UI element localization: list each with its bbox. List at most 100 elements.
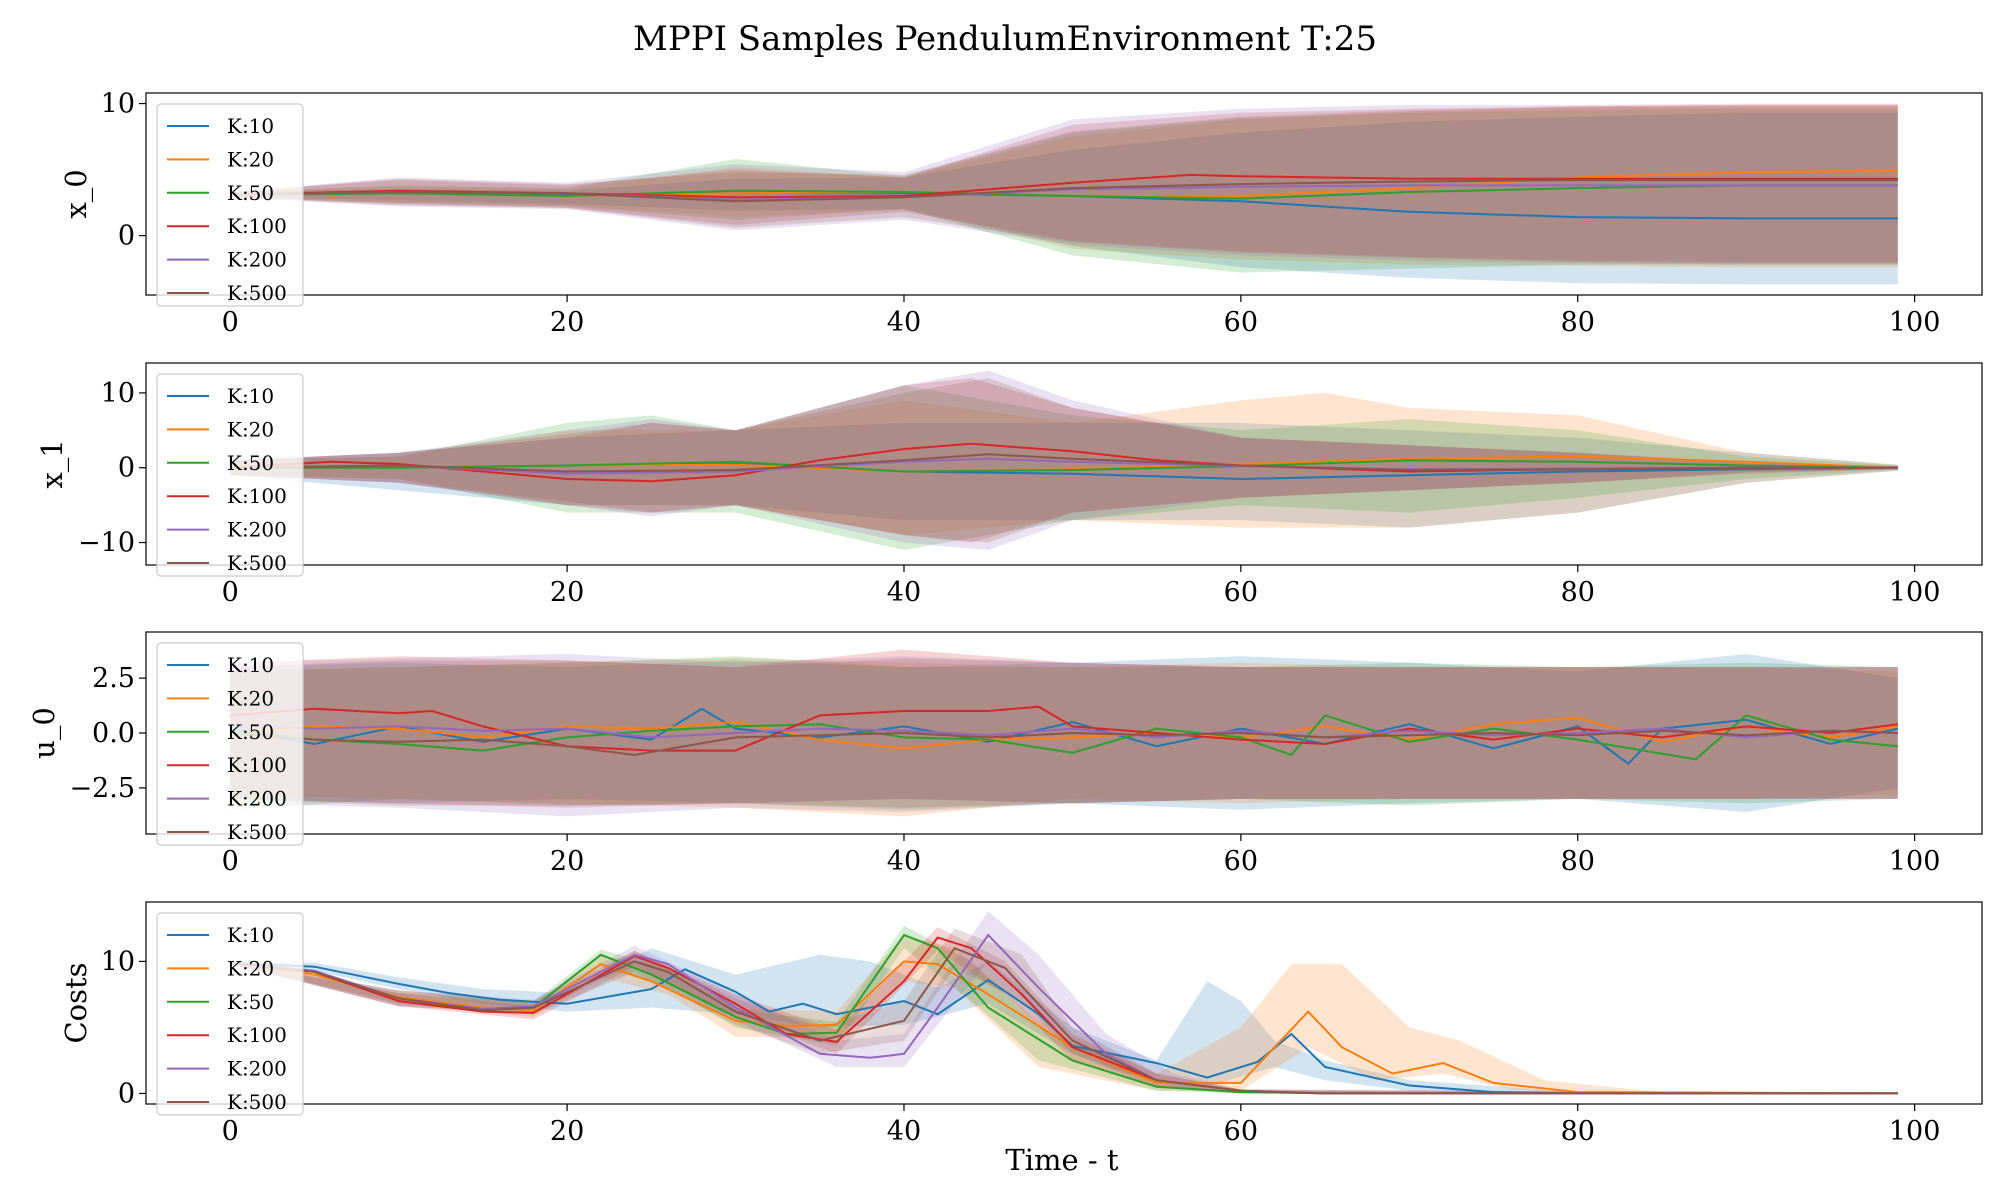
plot-area bbox=[230, 370, 1898, 550]
x-tick-label: 20 bbox=[550, 577, 584, 608]
x-tick-label: 40 bbox=[887, 846, 921, 877]
legend-label: K:10 bbox=[227, 114, 274, 138]
band-k-200 bbox=[230, 654, 1898, 817]
legend-label: K:50 bbox=[227, 990, 274, 1014]
legend-label: K:200 bbox=[227, 518, 287, 542]
legend-label: K:50 bbox=[227, 451, 274, 475]
legend-label: K:20 bbox=[227, 147, 274, 171]
x-tick-label: 0 bbox=[222, 846, 239, 877]
x-tick-label: 20 bbox=[550, 1116, 584, 1147]
legend-label: K:10 bbox=[227, 923, 274, 947]
legend-box bbox=[156, 373, 304, 577]
y-axis-label: x_0 bbox=[59, 169, 94, 218]
x-tick-label: 60 bbox=[1224, 307, 1258, 338]
x-tick-label: 40 bbox=[887, 577, 921, 608]
x-tick-label: 80 bbox=[1561, 846, 1595, 877]
subplot-Costs: 0 20 40 60 80 100 0 10 Costs K:10 K:20 K:50 K:100 K:2… bbox=[59, 901, 1983, 1147]
band-k-100 bbox=[230, 378, 1898, 543]
axes-frame bbox=[145, 901, 1983, 1105]
legend-label: K:100 bbox=[227, 214, 287, 238]
mean-line-k-10 bbox=[230, 961, 1898, 1095]
x-tick-label: 20 bbox=[550, 307, 584, 338]
x-tick-label: 20 bbox=[550, 846, 584, 877]
y-tick-label: 10 bbox=[101, 378, 135, 409]
legend: K:10 K:20 K:50 K:100 K:200 K:500 bbox=[156, 103, 304, 307]
y-axis-label: u_0 bbox=[27, 707, 62, 759]
subplots: 0 20 40 60 80 100010x_0K:10K:20K:50K:100K:200… bbox=[27, 89, 1983, 1147]
legend: K:10 K:20 K:50 K:100 K:200 K:500 bbox=[156, 642, 304, 846]
mean-line-k-500 bbox=[230, 179, 1898, 203]
band-k-100 bbox=[230, 927, 1898, 1094]
mean-line-k-200 bbox=[230, 723, 1898, 739]
x-tick-label: 0 bbox=[222, 1116, 239, 1147]
x-tick-label: 60 bbox=[1224, 577, 1258, 608]
x-tick-label: 100 bbox=[1889, 577, 1941, 608]
x-tick-label: 40 bbox=[887, 1116, 921, 1147]
band-k-20 bbox=[230, 104, 1898, 268]
y-tick-label: 10 bbox=[101, 946, 135, 977]
legend-box bbox=[156, 912, 304, 1116]
band-k-50 bbox=[230, 385, 1898, 550]
mean-line-k-10 bbox=[230, 707, 1899, 766]
legend-box bbox=[156, 642, 304, 846]
y-tick-label: 10 bbox=[101, 89, 135, 120]
legend-label: K:50 bbox=[227, 181, 274, 205]
mean-line-k-50 bbox=[230, 714, 1898, 761]
x-axis-label: Time - t bbox=[1005, 1143, 1119, 1177]
legend-box bbox=[156, 103, 304, 307]
y-tick-label: 2.5 bbox=[92, 663, 135, 694]
mean-line-k-50 bbox=[230, 459, 1898, 473]
y-tick-label: 0 bbox=[118, 453, 135, 484]
x-tick-label: 80 bbox=[1561, 577, 1595, 608]
legend-label: K:10 bbox=[227, 653, 274, 677]
plot-area bbox=[230, 649, 1899, 817]
band-k-50 bbox=[230, 925, 1898, 1094]
y-tick-label: 0 bbox=[118, 1078, 135, 1109]
x-tick-label: 0 bbox=[222, 577, 239, 608]
y-axis-label: x_1 bbox=[35, 439, 70, 488]
legend-label: K:500 bbox=[227, 1090, 287, 1114]
legend-label: K:500 bbox=[227, 551, 287, 575]
legend-label: K:200 bbox=[227, 787, 287, 811]
legend-label: K:20 bbox=[227, 686, 274, 710]
band-k-500 bbox=[230, 928, 1898, 1094]
legend-label: K:100 bbox=[227, 1023, 287, 1047]
mean-line-k-500 bbox=[230, 453, 1898, 473]
band-k-200 bbox=[230, 911, 1898, 1094]
x-tick-label: 100 bbox=[1889, 307, 1941, 338]
y-tick-label: −10 bbox=[78, 528, 135, 559]
y-tick-label: 0.0 bbox=[92, 718, 135, 749]
legend-label: K:200 bbox=[227, 1057, 287, 1081]
legend-label: K:500 bbox=[227, 281, 287, 305]
legend-label: K:100 bbox=[227, 484, 287, 508]
x-tick-label: 60 bbox=[1224, 846, 1258, 877]
chart-title: MPPI Samples PendulumEnvironment T:25 bbox=[633, 19, 1377, 59]
y-axis-label: Costs bbox=[59, 962, 93, 1043]
plot-area bbox=[230, 103, 1898, 285]
plot-area bbox=[230, 911, 1898, 1095]
x-tick-label: 60 bbox=[1224, 1116, 1258, 1147]
band-k-10 bbox=[230, 948, 1898, 1094]
subplot-x-0: 0 20 40 60 80 100 0 10 x_0 K:10 K:20 K:50 K:100 K:200… bbox=[59, 89, 1983, 338]
legend-label: K:500 bbox=[227, 820, 287, 844]
x-tick-label: 80 bbox=[1561, 307, 1595, 338]
mean-line-k-500 bbox=[230, 946, 1898, 1095]
y-tick-label: −2.5 bbox=[69, 773, 135, 804]
legend: K:10 K:20 K:50 K:100 K:200 K:500 bbox=[156, 373, 304, 577]
x-tick-label: 40 bbox=[887, 307, 921, 338]
y-tick-label: 0 bbox=[118, 221, 135, 252]
legend-label: K:100 bbox=[227, 753, 287, 777]
x-tick-label: 80 bbox=[1561, 1116, 1595, 1147]
band-k-20 bbox=[230, 935, 1898, 1094]
subplot-u-0: 0 20 40 60 80 100−2.50.02.5u_0K:10K:20K:50K:1… bbox=[27, 631, 1983, 877]
axes-frame bbox=[145, 92, 1983, 296]
subplot-x-1: 0 20 40 60 80 100−10010x_1K:10K:20K:50K:100K:… bbox=[35, 362, 1983, 608]
x-tick-label: 100 bbox=[1889, 846, 1941, 877]
legend: K:10 K:20 K:50 K:100 K:200 K:500 bbox=[156, 912, 304, 1116]
x-tick-label: 100 bbox=[1889, 1116, 1941, 1147]
band-k-500 bbox=[230, 378, 1898, 543]
band-k-200 bbox=[230, 370, 1898, 550]
mean-line-k-500 bbox=[230, 729, 1898, 757]
